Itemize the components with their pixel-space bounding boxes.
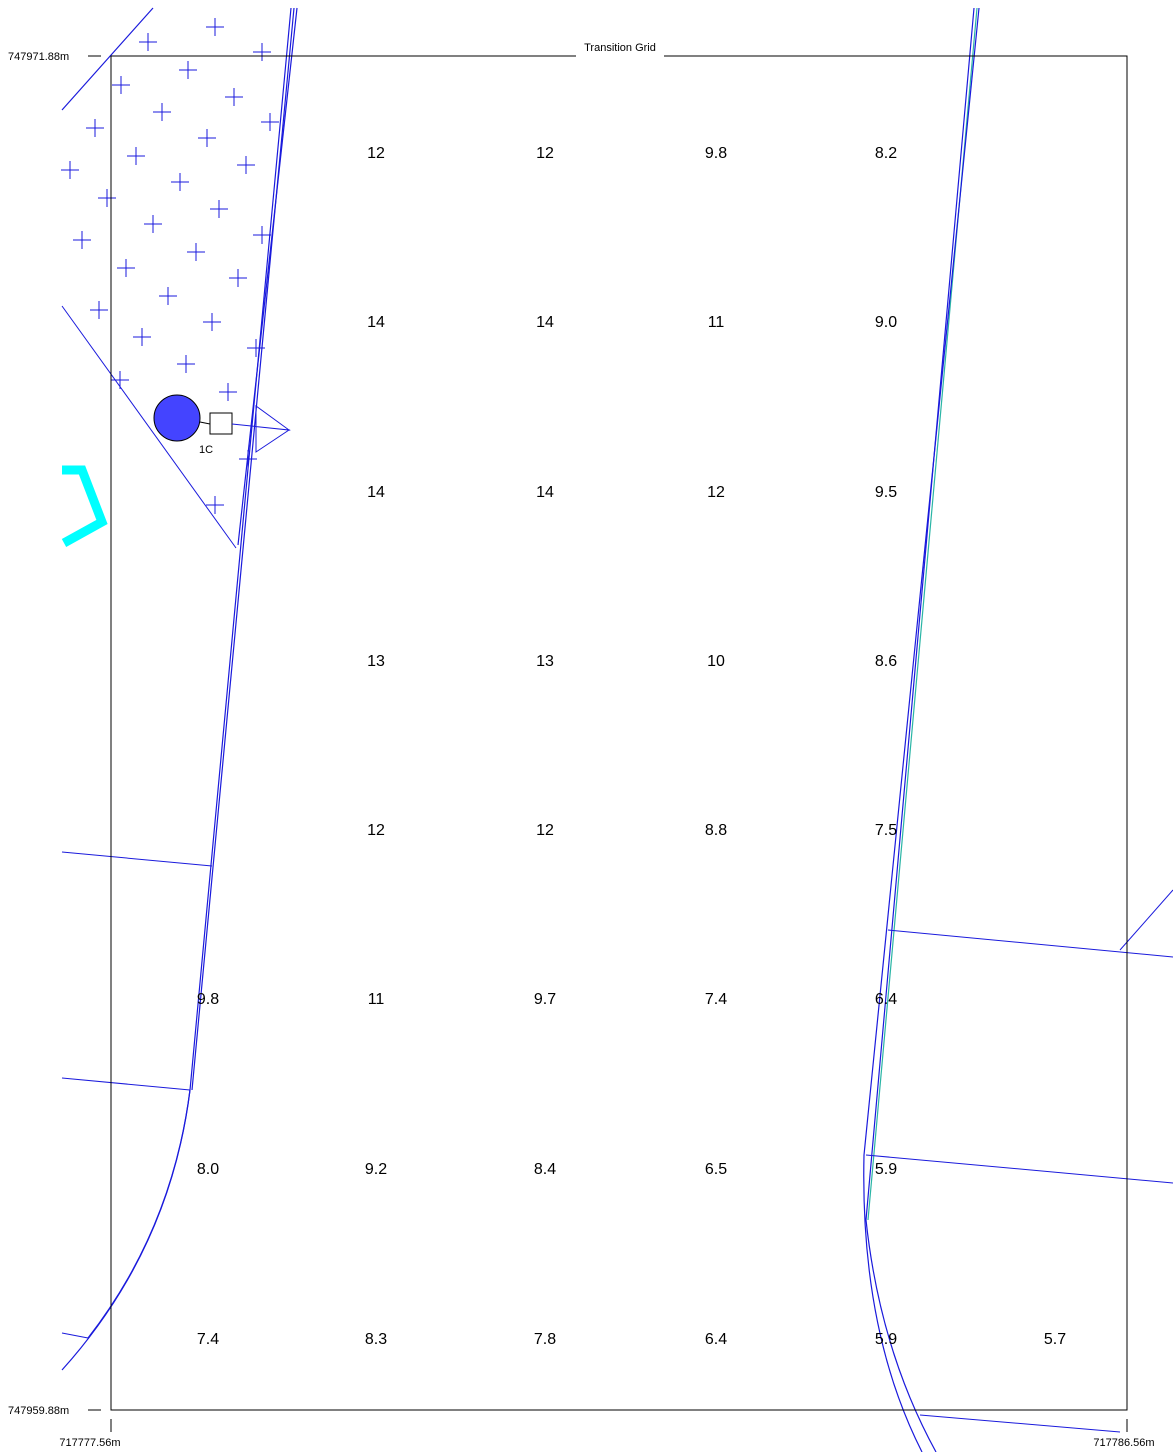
grid-value: 10 (707, 653, 725, 670)
grid-value: 14 (367, 484, 385, 501)
grid-value: 9.5 (875, 484, 897, 501)
grid-value: 9.8 (197, 991, 219, 1008)
grid-value: 5.9 (875, 1331, 897, 1348)
grid-value: 9.2 (365, 1161, 387, 1178)
grid-value: 7.4 (197, 1331, 219, 1348)
coordinate-labels (88, 55, 1128, 1432)
grid-value: 8.2 (875, 145, 897, 162)
hatch-marks (61, 18, 279, 514)
grid-value: 8.8 (705, 822, 727, 839)
bottom-northing-label: 747959.88m (8, 1405, 69, 1417)
grid-values: 12 12 9.8 8.2 14 14 11 9.0 14 14 12 9.5 13 13 10 8.6 12 1… (197, 145, 1066, 1348)
grid-value: 12 (367, 822, 385, 839)
grid-value: 9.8 (705, 145, 727, 162)
source-box[interactable] (209, 412, 233, 435)
emission-source[interactable]: 1C (153, 394, 291, 456)
right-parcel-lines (865, 889, 1173, 1433)
grid-value: 8.6 (875, 653, 897, 670)
title-gap (576, 52, 664, 60)
grid-value: 12 (536, 822, 554, 839)
grid-value: 7.8 (534, 1331, 556, 1348)
top-northing-label: 747971.88m (8, 51, 69, 63)
grid-value: 14 (536, 314, 554, 331)
grid-value: 14 (536, 484, 554, 501)
grid-value: 12 (536, 145, 554, 162)
grid-value: 12 (707, 484, 725, 501)
grid-frame (110, 55, 1128, 1411)
grid-value: 9.0 (875, 314, 897, 331)
grid-value: 13 (536, 653, 554, 670)
grid-value: 6.5 (705, 1161, 727, 1178)
grid-value: 5.7 (1044, 1331, 1066, 1348)
source-label: 1C (199, 444, 213, 456)
left-parcel-lines (61, 851, 213, 1339)
grid-value: 8.4 (534, 1161, 556, 1178)
grid-value: 12 (367, 145, 385, 162)
grid-value: 9.7 (534, 991, 556, 1008)
source-circle[interactable] (153, 394, 201, 442)
grid-value: 14 (367, 314, 385, 331)
source-plume (231, 405, 291, 453)
left-easting-label: 717777.56m (59, 1437, 120, 1449)
grid-value: 6.4 (705, 1331, 727, 1348)
grid-value: 13 (367, 653, 385, 670)
grid-value: 11 (368, 991, 385, 1008)
grid-value: 11 (708, 314, 725, 331)
grid-value: 7.5 (875, 822, 897, 839)
right-road (863, 7, 980, 1452)
right-easting-label: 717786.56m (1093, 1437, 1154, 1449)
left-road (61, 7, 298, 1371)
grid-value: 6.4 (875, 991, 897, 1008)
grid-value: 8.3 (365, 1331, 387, 1348)
highlight-bracket (61, 465, 108, 547)
grid-value: 8.0 (197, 1161, 219, 1178)
grid-value: 7.4 (705, 991, 727, 1008)
map-title: Transition Grid (584, 42, 656, 54)
grid-value: 5.9 (875, 1161, 897, 1178)
